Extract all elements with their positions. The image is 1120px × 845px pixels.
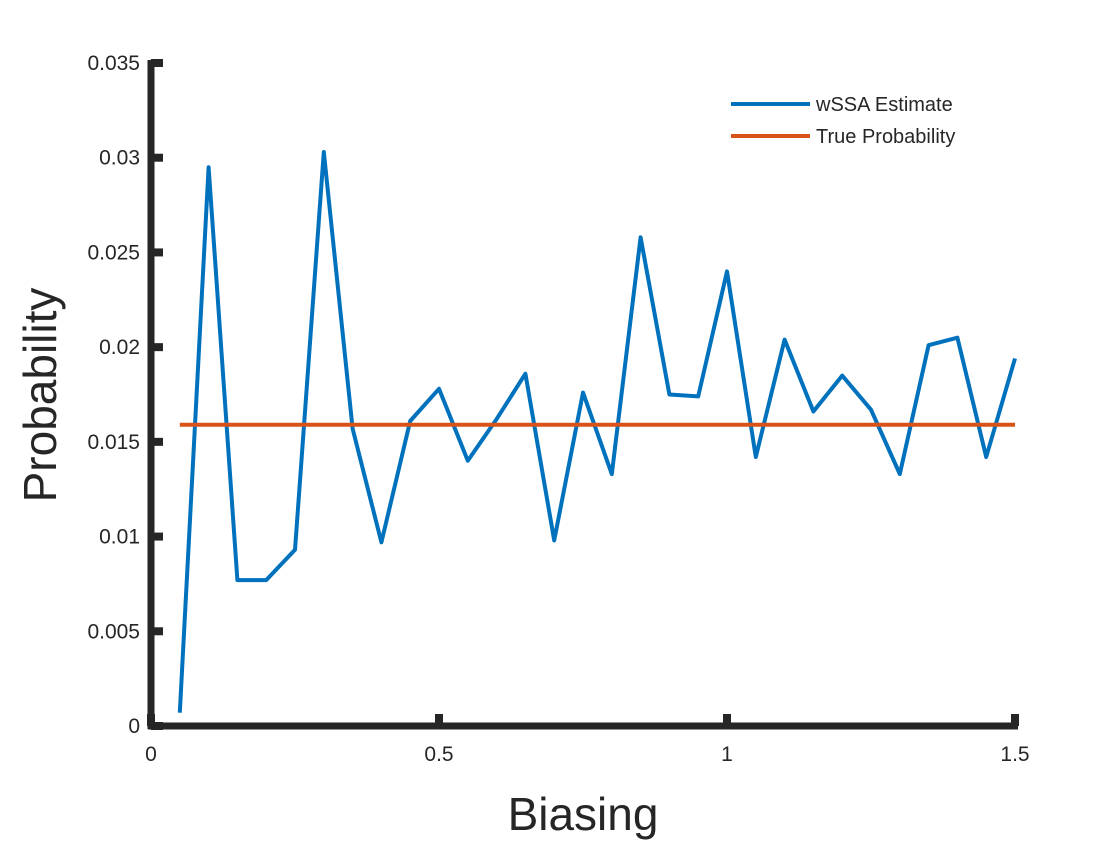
y-tick-label: 0.015 <box>87 431 140 454</box>
legend-label: True Probability <box>816 126 955 148</box>
y-tick-label: 0.035 <box>87 52 140 75</box>
y-tick-label: 0.005 <box>87 620 140 643</box>
x-axis-title: Biasing <box>508 788 659 840</box>
legend-label: wSSA Estimate <box>815 94 953 116</box>
x-tick-label: 1 <box>721 743 733 766</box>
series-line-0 <box>180 152 1015 713</box>
x-tick-label: 0 <box>145 743 157 766</box>
ticks-layer: 0 0.005 0.01 0.015 0.02 0.025 0.03 0.035 0 0.5 1 1.… <box>87 52 1029 766</box>
y-tick-label: 0.03 <box>99 147 140 170</box>
y-axis-title: Probability <box>14 288 66 503</box>
y-tick-label: 0.01 <box>99 526 140 549</box>
legend: wSSA Estimate True Probability <box>731 94 955 148</box>
y-tick-label: 0 <box>128 715 140 738</box>
x-tick-label: 1.5 <box>1000 743 1029 766</box>
y-tick-label: 0.025 <box>87 241 140 264</box>
series-layer <box>180 152 1015 713</box>
y-tick-label: 0.02 <box>99 336 140 359</box>
x-tick-label: 0.5 <box>424 743 453 766</box>
